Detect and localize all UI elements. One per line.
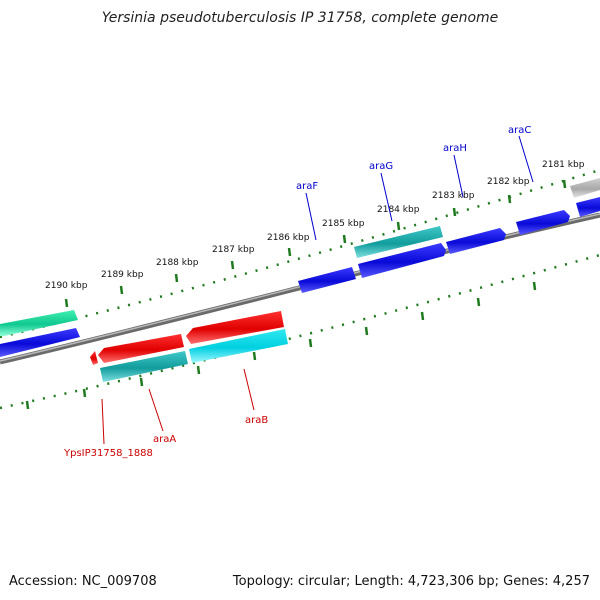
- gene-label-araG[interactable]: araG: [369, 161, 393, 172]
- tick-label-2182: 2182 kbp: [487, 177, 530, 187]
- major-tick: [64, 298, 69, 308]
- major-ticks: [25, 179, 567, 410]
- gene-labels: araC araH araG araF araB araA YpsIP31758…: [63, 125, 534, 459]
- gene-label-YpsIP31758_1888[interactable]: YpsIP31758_1888: [63, 448, 153, 459]
- major-tick: [287, 247, 292, 257]
- forward-strand-genes: [0, 178, 600, 357]
- tick-labels: 2181 kbp 2182 kbp 2183 kbp 2184 kbp 2185…: [45, 160, 585, 291]
- major-tick: [420, 311, 425, 321]
- major-tick: [230, 260, 235, 270]
- gene-arrow-araG-cyan[interactable]: [354, 226, 443, 258]
- gene-arrow-green[interactable]: [0, 310, 78, 336]
- major-tick: [119, 285, 124, 295]
- major-tick: [25, 400, 30, 410]
- major-tick: [452, 207, 457, 217]
- gene-arrow-araH[interactable]: [446, 228, 506, 254]
- genome-backbone: [0, 212, 600, 365]
- gene-label-araA[interactable]: araA: [153, 434, 176, 445]
- tick-label-2189: 2189 kbp: [101, 270, 144, 280]
- gene-arrow-YpsIP31758_1888[interactable]: [90, 351, 98, 365]
- tick-label-2184: 2184 kbp: [377, 205, 420, 215]
- gene-arrow-araA[interactable]: [98, 334, 184, 363]
- tick-label-2188: 2188 kbp: [156, 258, 199, 268]
- tick-label-2185: 2185 kbp: [322, 219, 365, 229]
- tick-label-2183: 2183 kbp: [432, 191, 475, 201]
- major-tick: [562, 179, 567, 189]
- major-tick: [82, 388, 87, 398]
- major-tick: [396, 221, 401, 231]
- accession-label: Accession: NC_009708: [9, 574, 157, 589]
- gene-arrow-blue-right[interactable]: [576, 197, 600, 217]
- major-tick: [252, 351, 257, 361]
- gene-arrow-araF[interactable]: [298, 267, 356, 293]
- reverse-strand-genes: [90, 311, 288, 382]
- major-tick: [139, 377, 144, 387]
- gene-arrow-gray[interactable]: [570, 178, 600, 198]
- major-tick: [196, 365, 201, 375]
- gene-label-araH[interactable]: araH: [443, 143, 467, 154]
- gene-arrow-araA-teal[interactable]: [100, 351, 188, 382]
- tick-label-2190: 2190 kbp: [45, 281, 88, 291]
- gene-arrow-araB-cyan[interactable]: [189, 329, 288, 363]
- major-tick: [476, 297, 481, 307]
- gene-arrow-araB[interactable]: [186, 311, 284, 344]
- major-tick: [532, 281, 537, 291]
- tick-label-2187: 2187 kbp: [212, 245, 255, 255]
- major-tick: [308, 338, 313, 348]
- tick-label-2181: 2181 kbp: [542, 160, 585, 170]
- gene-label-araF[interactable]: araF: [296, 181, 318, 192]
- major-tick: [342, 234, 347, 244]
- genome-summary: Topology: circular; Length: 4,723,306 bp…: [232, 574, 590, 589]
- gene-label-araC[interactable]: araC: [508, 125, 531, 136]
- major-tick: [364, 326, 369, 336]
- gene-arrow-araG[interactable]: [358, 243, 446, 278]
- major-tick: [174, 273, 179, 283]
- page-title: Yersinia pseudotuberculosis IP 31758, co…: [101, 10, 499, 26]
- major-tick: [507, 194, 512, 204]
- inner-tick-ring: [0, 253, 600, 410]
- gene-arrow-blue-left[interactable]: [0, 328, 80, 357]
- gene-label-araB[interactable]: araB: [245, 415, 268, 426]
- gene-arrow-araC[interactable]: [516, 210, 570, 235]
- tick-label-2186: 2186 kbp: [267, 233, 310, 243]
